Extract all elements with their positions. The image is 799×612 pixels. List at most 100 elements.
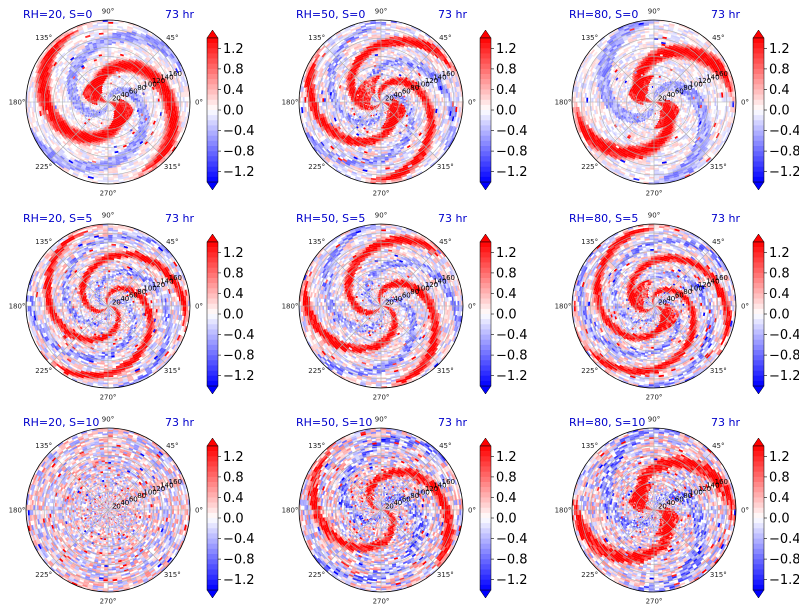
panel-time-label: 73 hr xyxy=(165,416,194,429)
angular-tick-label: 45° xyxy=(712,238,724,246)
radial-tick-label: 100 xyxy=(689,489,702,497)
polar-spine xyxy=(25,19,191,185)
angular-tick-label: 270° xyxy=(373,598,390,606)
angular-gridline xyxy=(322,305,382,365)
colorbar-extend-min xyxy=(752,181,765,191)
polar-panel: 90°45°0°315°270°225°180°135°20 40 60 801001… xyxy=(282,8,528,198)
radial-tick-label: 60 xyxy=(402,292,411,300)
colorbar-extend-min xyxy=(752,589,765,599)
colorbar-extend-max xyxy=(752,233,765,243)
radial-tick-label: 120 xyxy=(152,485,165,493)
colorbar-tick-label: 0.4 xyxy=(769,287,790,302)
angular-gridline xyxy=(380,451,440,511)
angular-tick-label: 0° xyxy=(741,303,749,311)
panel-title: RH=50, S=0 xyxy=(296,8,365,21)
radial-tick-label: 80 xyxy=(410,492,419,500)
angular-gridline xyxy=(107,101,167,161)
radial-tick-label: 80 xyxy=(137,288,146,296)
colorbar-tick-label: 0.8 xyxy=(496,62,517,77)
angular-gridline xyxy=(595,451,655,511)
radial-tick-label: 80 xyxy=(410,288,419,296)
polar-spine xyxy=(298,427,464,593)
angular-tick-label: 135° xyxy=(581,238,598,246)
radial-tick-label: 100 xyxy=(416,489,429,497)
colorbar-tick-label: 0.4 xyxy=(769,83,790,98)
angular-tick-label: 180° xyxy=(282,303,299,311)
colorbar-tick-label: −0.8 xyxy=(769,553,799,568)
angular-gridline xyxy=(595,43,655,103)
angular-tick-label: 270° xyxy=(373,190,390,198)
colorbar-extend-max xyxy=(206,29,219,39)
colorbar-tick-label: −0.8 xyxy=(769,145,799,160)
angular-tick-label: 0° xyxy=(195,303,203,311)
angular-gridline xyxy=(49,247,109,307)
colorbar-tick-label: −0.8 xyxy=(223,553,255,568)
angular-gridline xyxy=(595,305,655,365)
colorbar-tick-label: −0.4 xyxy=(223,124,255,139)
angular-tick-label: 135° xyxy=(308,442,325,450)
colorbar-tick-label: 1.2 xyxy=(496,42,517,57)
panel-title: RH=20, S=5 xyxy=(23,212,92,225)
colorbar-tick-label: −1.2 xyxy=(769,369,799,384)
angular-tick-label: 270° xyxy=(646,394,663,402)
angular-gridline xyxy=(49,305,109,365)
radial-tick-label: 140 xyxy=(433,74,446,82)
colorbar-extend-min xyxy=(752,385,765,395)
angular-tick-label: 0° xyxy=(468,99,476,107)
radial-tick-label: 40 xyxy=(120,499,129,507)
angular-gridline xyxy=(107,451,167,511)
radial-tick-label: 20 xyxy=(112,503,121,511)
angular-tick-label: 45° xyxy=(712,442,724,450)
polar-panel: 90°45°0°315°270°225°180°135°20 40 60 801001… xyxy=(555,8,799,198)
radial-tick-label: 80 xyxy=(683,84,692,92)
radial-tick-label: 100 xyxy=(143,285,156,293)
radial-tick-label: 120 xyxy=(425,281,438,289)
radial-tick-label: 40 xyxy=(120,295,129,303)
radial-tick-label: 100 xyxy=(143,81,156,89)
angular-gridline xyxy=(380,43,440,103)
angular-tick-label: 90° xyxy=(102,416,114,424)
polar-spine xyxy=(298,223,464,389)
colorbar-tick-label: 0.8 xyxy=(769,266,790,281)
radial-tick-label: 20 xyxy=(385,299,394,307)
radial-tick-label: 160 xyxy=(442,274,455,282)
colorbar-extend-min xyxy=(206,385,219,395)
radial-tick-label: 20 xyxy=(658,299,667,307)
panel-time-label: 73 hr xyxy=(165,212,194,225)
angular-tick-label: 0° xyxy=(195,507,203,515)
panel-time-label: 73 hr xyxy=(711,416,740,429)
colorbar-tick-label: 0.0 xyxy=(223,104,244,119)
angular-gridline xyxy=(380,509,440,569)
colorbar-tick-label: −0.4 xyxy=(223,328,255,343)
angular-tick-label: 45° xyxy=(439,442,451,450)
angular-gridline xyxy=(49,43,109,103)
colorbar-tick-label: −0.4 xyxy=(496,532,528,547)
colorbar-extend-max xyxy=(206,437,219,447)
colorbar: 1.2 0.8 0.4 0.0 −0.4 −0.8 −1.2 xyxy=(206,29,255,191)
angular-gridline xyxy=(653,509,713,569)
angular-gridline xyxy=(653,101,713,161)
colorbar-tick-label: −0.8 xyxy=(496,553,528,568)
colorbar: 1.2 0.8 0.4 0.0 −0.4 −0.8 −1.2 xyxy=(479,29,528,191)
radial-tick-label: 120 xyxy=(698,281,711,289)
colorbar: 1.2 0.8 0.4 0.0 −0.4 −0.8 −1.2 xyxy=(752,29,799,191)
angular-tick-label: 225° xyxy=(581,163,598,171)
colorbar-extend-min xyxy=(479,385,492,395)
colorbar-tick-label: 0.0 xyxy=(769,308,790,323)
colorbar-tick-label: −1.2 xyxy=(769,573,799,588)
colorbar-tick-label: 0.8 xyxy=(496,266,517,281)
colorbar-tick-label: −0.4 xyxy=(769,124,799,139)
angular-tick-label: 0° xyxy=(741,99,749,107)
angular-tick-label: 225° xyxy=(35,367,52,375)
angular-gridline xyxy=(322,451,382,511)
colorbar-tick-label: 0.0 xyxy=(496,104,517,119)
radial-tick-label: 40 xyxy=(393,499,402,507)
colorbar-tick-label: −1.2 xyxy=(496,165,528,180)
colorbar-tick-label: −1.2 xyxy=(223,165,255,180)
angular-tick-label: 0° xyxy=(468,303,476,311)
polar-spine xyxy=(298,19,464,185)
radial-tick-label: 20 xyxy=(658,503,667,511)
angular-gridline xyxy=(595,247,655,307)
angular-gridline xyxy=(49,509,109,569)
radial-tick-label: 140 xyxy=(160,278,173,286)
